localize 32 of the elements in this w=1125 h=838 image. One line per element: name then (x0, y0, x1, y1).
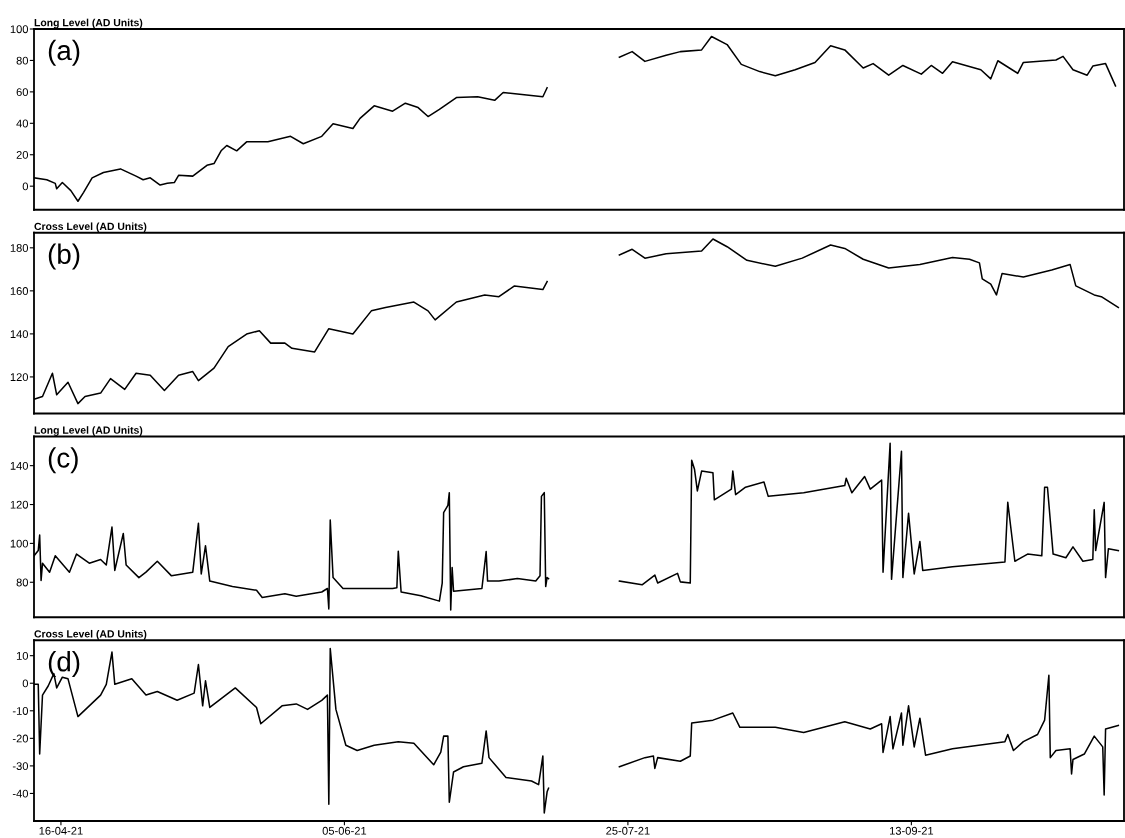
y-tick-label: -10 (12, 707, 29, 715)
y-tick-label: 140 (10, 461, 29, 470)
y-tick-label: 120 (10, 373, 29, 382)
y-tick-label: 10 (16, 651, 29, 660)
y-tick-label: 0 (22, 182, 29, 191)
y-tick-label: 100 (10, 539, 29, 548)
x-tick-label: 05-06-21 (322, 826, 367, 835)
chart-title: Long Level (AD Units) (34, 18, 143, 29)
x-tick-label: 25-07-21 (606, 826, 650, 835)
y-tick-label: 160 (10, 287, 29, 295)
y-tick-label: -40 (12, 789, 29, 798)
annotation: (b) (48, 243, 80, 270)
y-tick-label: 120 (10, 500, 29, 509)
annotation: (c) (48, 447, 78, 474)
y-tick-label: 80 (16, 578, 29, 587)
y-tick-label: 0 (22, 679, 29, 688)
y-tick-label: 20 (16, 151, 29, 159)
annotation: (a) (48, 39, 80, 66)
y-tick-label: 40 (16, 119, 29, 128)
annotation: (d) (48, 651, 80, 677)
y-tick-label: 180 (10, 244, 29, 252)
y-tick-label: 100 (10, 25, 29, 34)
y-tick-label: -30 (12, 762, 29, 771)
y-tick-label: 60 (16, 88, 29, 96)
chart-title: Cross Level (AD Units) (34, 629, 147, 640)
chart-title: Cross Level (AD Units) (34, 222, 147, 233)
x-tick-label: 16-04-21 (39, 826, 83, 835)
y-tick-label: 80 (16, 56, 29, 65)
chart-title: Long Level (AD Units) (34, 426, 143, 436)
y-tick-label: -20 (12, 734, 29, 743)
x-tick-label: 13-09-21 (890, 826, 934, 835)
y-tick-label: 140 (10, 330, 29, 339)
